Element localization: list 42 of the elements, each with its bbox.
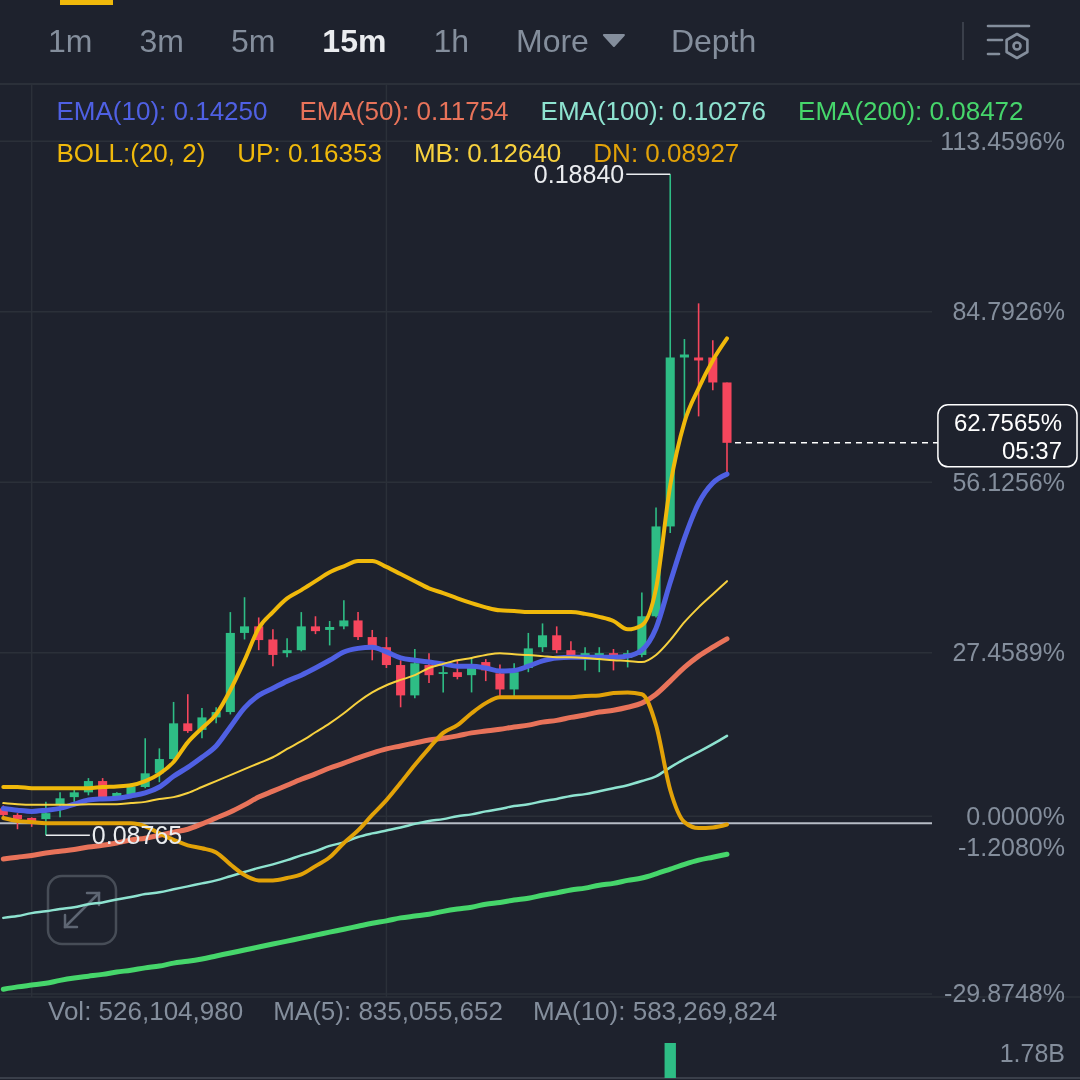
text: EMA(100): 0.10276: [540, 96, 767, 126]
candlestick: [268, 628, 278, 668]
line-series: [2, 734, 729, 920]
candlestick: [537, 622, 548, 653]
text: EMA(10): 0.14250: [56, 96, 268, 126]
y-tick-label: -29.8748%: [944, 979, 1065, 1008]
candlestick: [353, 611, 363, 641]
candlestick: [296, 611, 306, 653]
candlestick: [495, 663, 505, 697]
y-tick-label: 0.0000%: [966, 801, 1065, 830]
text: More: [516, 23, 589, 59]
candlestick: [694, 302, 704, 418]
text: 1.78B: [999, 1039, 1065, 1067]
text: EMA(200): 0.08472: [798, 96, 1024, 126]
text: 5m: [230, 23, 276, 59]
line-series: [2, 580, 728, 806]
text: UP: 0.16353: [237, 138, 382, 168]
text: 1m: [48, 23, 93, 59]
text: EMA(50): 0.11754: [299, 96, 509, 126]
candlestick: [452, 659, 462, 681]
y-tick-label: 56.1256%: [952, 467, 1065, 496]
text: 15m: [322, 23, 387, 59]
annotation: MA(5): 835,055,652: [273, 996, 503, 1026]
candlestick: [325, 620, 335, 647]
candlestick: [239, 596, 250, 641]
candlestick: [183, 693, 193, 734]
text: Depth: [670, 23, 757, 59]
text: 3m: [139, 23, 184, 59]
candlestick: [55, 791, 65, 819]
candlestick: [339, 599, 349, 631]
annotation: MA(10): 583,269,824: [533, 996, 778, 1026]
line-series: [1, 690, 729, 883]
y-tick-label: 113.4596%: [940, 126, 1065, 155]
ref-line-label: 62.7565% 05:37: [953, 409, 1062, 465]
ref-line-label: -1.2080%: [957, 833, 1065, 862]
y-tick-label: 84.7926%: [952, 297, 1065, 326]
y-tick-label: 27.4589%: [952, 638, 1065, 667]
annotation: Vol: 526,104,980: [48, 996, 244, 1026]
legend-title: BOLL:(20, 2): [56, 138, 206, 168]
text: 1h: [433, 23, 469, 59]
candlestick: [282, 637, 292, 659]
candlestick: [552, 625, 562, 654]
